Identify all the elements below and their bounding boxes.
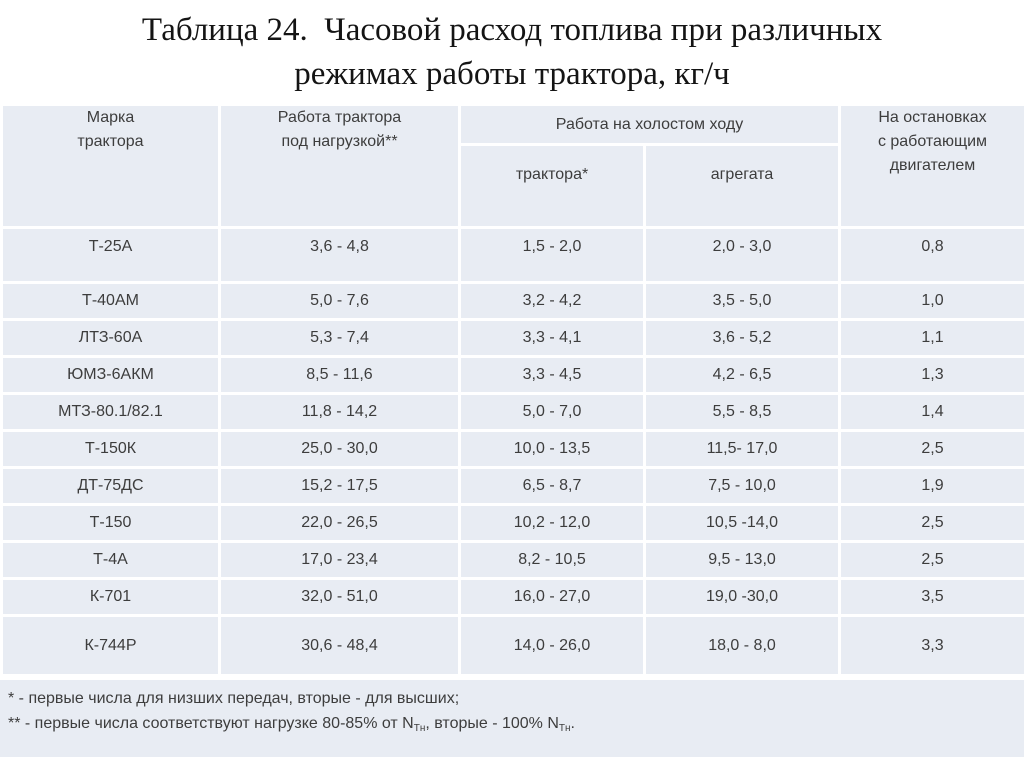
cell-stops: 0,8 xyxy=(838,226,1024,284)
cell-idle-tractor: 6,5 - 8,7 xyxy=(458,466,646,506)
cell-idle-tractor: 1,5 - 2,0 xyxy=(458,226,646,284)
cell-idle-unit: 19,0 -30,0 xyxy=(643,577,841,617)
cell-idle-unit: 3,5 - 5,0 xyxy=(643,281,841,321)
subscript-nominal-power: Тн xyxy=(558,723,571,734)
table-row: МТЗ-80.1/82.1 11,8 - 14,2 5,0 - 7,0 5,5 … xyxy=(0,392,1024,432)
cell-idle-unit: 5,5 - 8,5 xyxy=(643,392,841,432)
cell-idle-tractor: 3,3 - 4,5 xyxy=(458,355,646,395)
table-header-row-top: Марка трактора Работа трактора под нагру… xyxy=(0,103,1024,229)
table-row: К-701 32,0 - 51,0 16,0 - 27,0 19,0 -30,0… xyxy=(0,577,1024,617)
cell-load: 22,0 - 26,5 xyxy=(218,503,461,543)
table-row: Т-40АМ 5,0 - 7,6 3,2 - 4,2 3,5 - 5,0 1,0 xyxy=(0,281,1024,321)
cell-idle-unit: 2,0 - 3,0 xyxy=(643,226,841,284)
header-idle-unit: агрегата xyxy=(643,143,841,229)
cell-brand: ЛТЗ-60А xyxy=(0,318,221,358)
cell-load: 8,5 - 11,6 xyxy=(218,355,461,395)
cell-brand: МТЗ-80.1/82.1 xyxy=(0,392,221,432)
cell-idle-tractor: 10,0 - 13,5 xyxy=(458,429,646,469)
cell-idle-unit: 9,5 - 13,0 xyxy=(643,540,841,580)
cell-idle-tractor: 10,2 - 12,0 xyxy=(458,503,646,543)
cell-load: 5,0 - 7,6 xyxy=(218,281,461,321)
header-tractor-brand: Марка трактора xyxy=(0,103,221,229)
cell-idle-tractor: 3,2 - 4,2 xyxy=(458,281,646,321)
cell-idle-tractor: 16,0 - 27,0 xyxy=(458,577,646,617)
cell-idle-unit: 10,5 -14,0 xyxy=(643,503,841,543)
cell-load: 3,6 - 4,8 xyxy=(218,226,461,284)
cell-brand: Т-4А xyxy=(0,540,221,580)
cell-brand: К-744Р xyxy=(0,614,221,677)
cell-idle-tractor: 8,2 - 10,5 xyxy=(458,540,646,580)
cell-idle-unit: 4,2 - 6,5 xyxy=(643,355,841,395)
cell-stops: 1,4 xyxy=(838,392,1024,432)
page-title: Таблица 24. Часовой расход топлива при р… xyxy=(0,0,1024,103)
cell-idle-unit: 11,5- 17,0 xyxy=(643,429,841,469)
cell-brand: Т-40АМ xyxy=(0,281,221,321)
cell-stops: 1,9 xyxy=(838,466,1024,506)
cell-brand: Т-150К xyxy=(0,429,221,469)
table-row: Т-150К 25,0 - 30,0 10,0 - 13,5 11,5- 17,… xyxy=(0,429,1024,469)
cell-load: 17,0 - 23,4 xyxy=(218,540,461,580)
page-title-line1: Таблица 24. Часовой расход топлива при р… xyxy=(141,11,883,48)
table-row: Т-4А 17,0 - 23,4 8,2 - 10,5 9,5 - 13,0 2… xyxy=(0,540,1024,580)
cell-load: 15,2 - 17,5 xyxy=(218,466,461,506)
table-row: ЮМЗ-6АКМ 8,5 - 11,6 3,3 - 4,5 4,2 - 6,5 … xyxy=(0,355,1024,395)
subscript-nominal-power: Тн xyxy=(413,723,426,734)
cell-stops: 1,3 xyxy=(838,355,1024,395)
table-row: Т-150 22,0 - 26,5 10,2 - 12,0 10,5 -14,0… xyxy=(0,503,1024,543)
table-row: ДТ-75ДС 15,2 - 17,5 6,5 - 8,7 7,5 - 10,0… xyxy=(0,466,1024,506)
cell-stops: 2,5 xyxy=(838,429,1024,469)
cell-load: 32,0 - 51,0 xyxy=(218,577,461,617)
cell-load: 30,6 - 48,4 xyxy=(218,614,461,677)
fuel-consumption-table: Марка трактора Работа трактора под нагру… xyxy=(0,103,1024,677)
cell-stops: 1,1 xyxy=(838,318,1024,358)
table-footnotes: * - первые числа для низших передач, вто… xyxy=(0,680,1024,757)
cell-brand: К-701 xyxy=(0,577,221,617)
cell-brand: Т-150 xyxy=(0,503,221,543)
header-idle-group: Работа на холостом ходу xyxy=(458,103,841,146)
cell-brand: Т-25А xyxy=(0,226,221,284)
cell-idle-tractor: 3,3 - 4,1 xyxy=(458,318,646,358)
cell-stops: 3,5 xyxy=(838,577,1024,617)
cell-stops: 1,0 xyxy=(838,281,1024,321)
header-idle-tractor: трактора* xyxy=(458,143,646,229)
table-row: ЛТЗ-60А 5,3 - 7,4 3,3 - 4,1 3,6 - 5,2 1,… xyxy=(0,318,1024,358)
cell-idle-tractor: 14,0 - 26,0 xyxy=(458,614,646,677)
footnote-low-high-gears: * - первые числа для низших передач, вто… xyxy=(8,690,460,707)
cell-load: 5,3 - 7,4 xyxy=(218,318,461,358)
cell-stops: 2,5 xyxy=(838,540,1024,580)
header-stops-engine-running: На остановках с работающим двигателем xyxy=(838,103,1024,229)
cell-idle-unit: 3,6 - 5,2 xyxy=(643,318,841,358)
cell-idle-unit: 18,0 - 8,0 xyxy=(643,614,841,677)
cell-load: 11,8 - 14,2 xyxy=(218,392,461,432)
cell-brand: ЮМЗ-6АКМ xyxy=(0,355,221,395)
cell-stops: 2,5 xyxy=(838,503,1024,543)
cell-idle-unit: 7,5 - 10,0 xyxy=(643,466,841,506)
table-row: К-744Р 30,6 - 48,4 14,0 - 26,0 18,0 - 8,… xyxy=(0,614,1024,677)
header-work-under-load: Работа трактора под нагрузкой** xyxy=(218,103,461,229)
cell-stops: 3,3 xyxy=(838,614,1024,677)
table-row: Т-25А 3,6 - 4,8 1,5 - 2,0 2,0 - 3,0 0,8 xyxy=(0,226,1024,284)
footnote-load-percentage: ** - первые числа соответствуют нагрузке… xyxy=(8,715,575,734)
table-header-row-sub: трактора* агрегата xyxy=(2,143,1024,229)
cell-brand: ДТ-75ДС xyxy=(0,466,221,506)
page-title-line2: режимах работы трактора, кг/ч xyxy=(294,55,730,92)
cell-load: 25,0 - 30,0 xyxy=(218,429,461,469)
cell-idle-tractor: 5,0 - 7,0 xyxy=(458,392,646,432)
